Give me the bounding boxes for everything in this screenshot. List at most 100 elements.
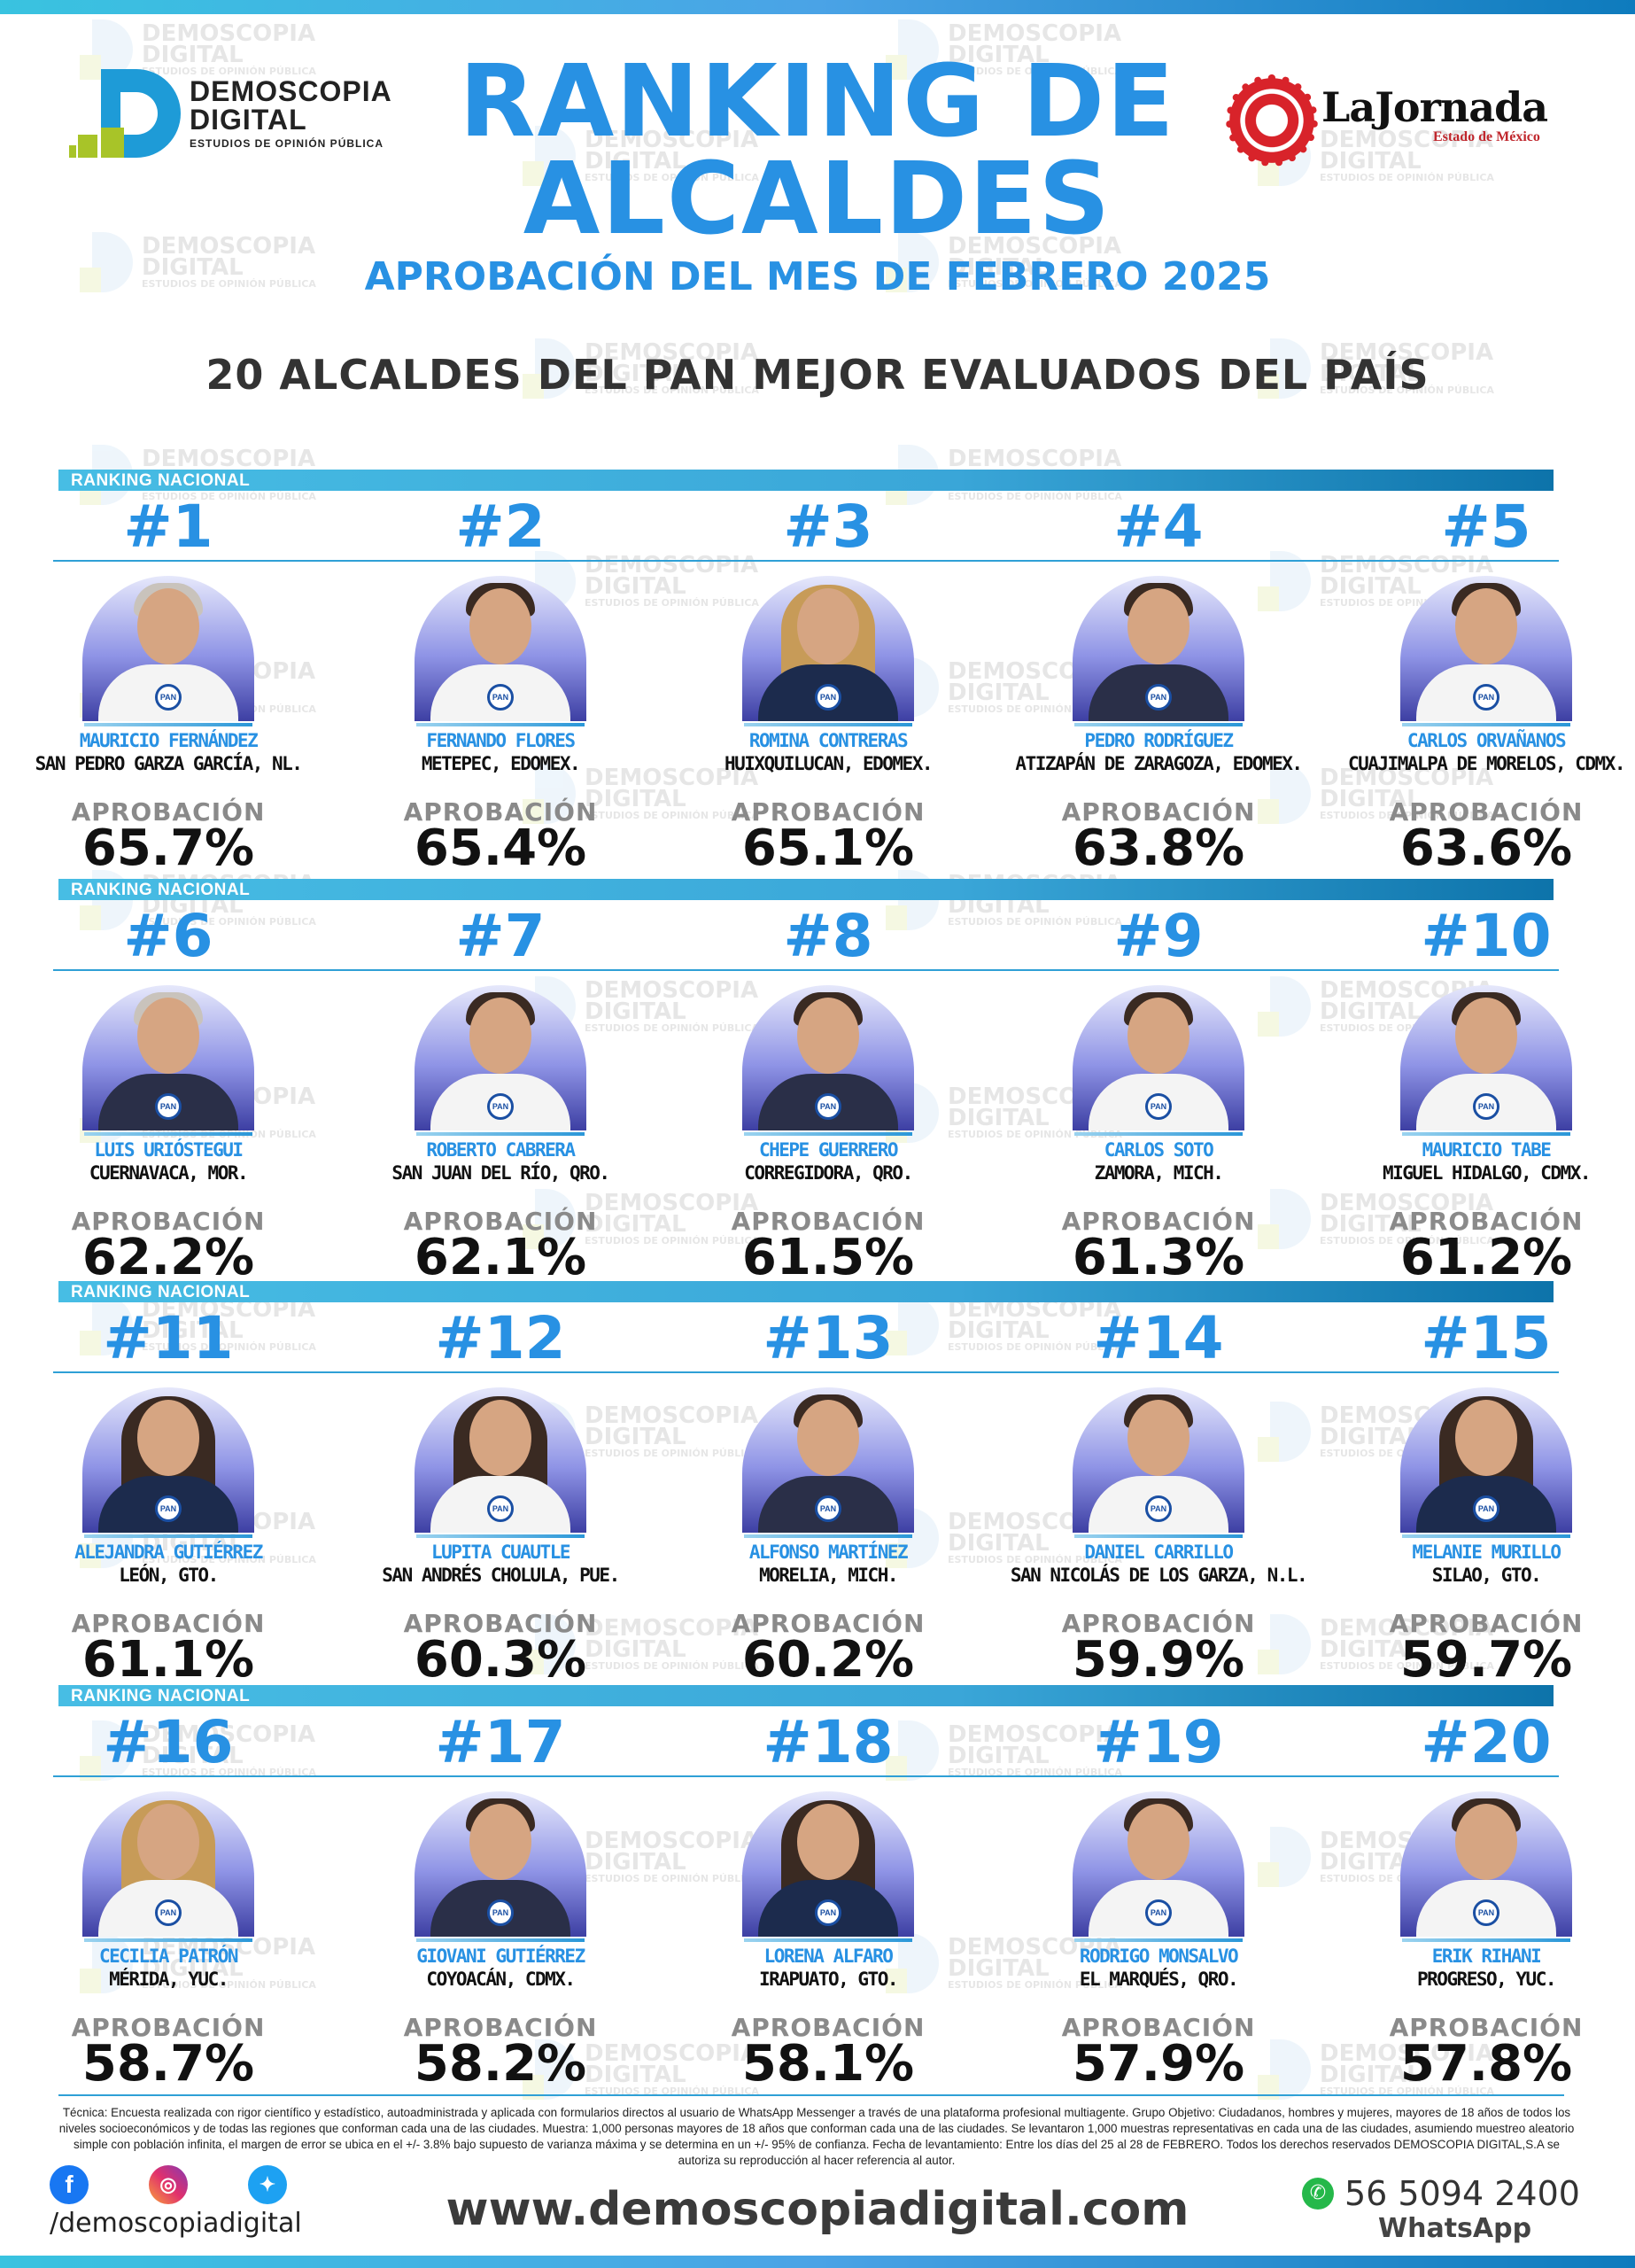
approval-value: 59.7% bbox=[1399, 1631, 1573, 1689]
approval-value: 59.9% bbox=[1072, 1631, 1245, 1689]
approval-value: 65.1% bbox=[741, 819, 915, 877]
party-badge-icon: PAN bbox=[155, 1093, 182, 1120]
approval-value: 61.2% bbox=[1399, 1229, 1573, 1286]
name-underline bbox=[1402, 1938, 1570, 1942]
approval-value: 58.1% bbox=[741, 2035, 915, 2093]
ranking-section-bar: RANKING NACIONAL bbox=[58, 879, 1554, 900]
mayor-card: #19 PAN RODRIGO MONSALVO EL MARQUÉS, QRO. AP… bbox=[990, 1712, 1327, 2089]
rank-number: #1 bbox=[123, 493, 213, 561]
mayor-photo: PAN bbox=[415, 1791, 586, 1937]
party-badge-icon: PAN bbox=[1145, 1093, 1172, 1120]
party-badge-icon: PAN bbox=[1473, 684, 1499, 711]
mayor-name: FERNANDO FLORES bbox=[426, 730, 576, 751]
approval-value: 61.1% bbox=[81, 1631, 255, 1689]
approval-label: APROBACIÓN bbox=[403, 797, 598, 827]
party-badge-icon: PAN bbox=[155, 1495, 182, 1522]
mayor-name: ROBERTO CABRERA bbox=[426, 1139, 576, 1161]
mayor-photo: PAN bbox=[742, 985, 914, 1130]
mayor-name: MAURICIO FERNÁNDEZ bbox=[79, 730, 259, 751]
party-badge-icon: PAN bbox=[1473, 1093, 1499, 1120]
mayor-name: LUIS URIÓSTEGUI bbox=[94, 1139, 244, 1161]
whatsapp-number: 56 5094 2400 bbox=[1344, 2174, 1580, 2213]
mayor-card: #15 PAN MELANIE MURILLO SILAO, GTO. APROBACI… bbox=[1318, 1308, 1635, 1685]
mayor-photo: PAN bbox=[742, 1791, 914, 1937]
name-underline bbox=[84, 723, 252, 726]
approval-value: 60.2% bbox=[741, 1631, 915, 1689]
rank-number: #4 bbox=[1113, 493, 1204, 561]
approval-label: APROBACIÓN bbox=[731, 2013, 926, 2042]
mayor-name: CARLOS SOTO bbox=[1104, 1139, 1214, 1161]
mayor-card: #4 PAN PEDRO RODRÍGUEZ ATIZAPÁN DE ZARAGOZA… bbox=[990, 493, 1327, 874]
mayor-city: ATIZAPÁN DE ZARAGOZA, EDOMEX. bbox=[1015, 753, 1303, 774]
party-badge-icon: PAN bbox=[815, 1899, 841, 1926]
mayor-photo: PAN bbox=[415, 576, 586, 721]
approval-label: APROBACIÓN bbox=[1389, 1207, 1584, 1236]
ranking-label: RANKING NACIONAL bbox=[71, 471, 251, 490]
mayor-city: PROGRESO, YUC. bbox=[1416, 1969, 1557, 1990]
mayor-photo: PAN bbox=[82, 1387, 254, 1533]
mayor-card: #9 PAN CARLOS SOTO ZAMORA, MICH. APROBACIÓN 6… bbox=[990, 905, 1327, 1283]
divider bbox=[53, 1371, 1559, 1373]
mayor-city: SAN NICOLÁS DE LOS GARZA, N.L. bbox=[1010, 1565, 1308, 1586]
divider bbox=[53, 560, 1559, 562]
approval-value: 63.6% bbox=[1399, 819, 1573, 877]
mayor-photo: PAN bbox=[1073, 576, 1244, 721]
party-badge-icon: PAN bbox=[487, 684, 514, 711]
ranking-section-bar: RANKING NACIONAL bbox=[58, 1281, 1554, 1302]
title-line-2: ALCALDES bbox=[523, 142, 1112, 257]
mayor-city: EL MARQUÉS, QRO. bbox=[1079, 1969, 1239, 1990]
website-link[interactable]: www.demoscopiadigital.com bbox=[446, 2183, 1189, 2236]
rank-number: #6 bbox=[123, 902, 213, 970]
approval-value: 57.8% bbox=[1399, 2035, 1573, 2093]
party-badge-icon: PAN bbox=[815, 1495, 841, 1522]
mayor-name: LORENA ALFARO bbox=[763, 1946, 894, 1967]
whatsapp-contact[interactable]: ✆ 56 5094 2400 bbox=[1302, 2174, 1580, 2213]
mayor-city: HUIXQUILUCAN, EDOMEX. bbox=[724, 753, 934, 774]
mayor-city: CORREGIDORA, QRO. bbox=[744, 1162, 913, 1184]
approval-label: APROBACIÓN bbox=[71, 2013, 266, 2042]
approval-label: APROBACIÓN bbox=[731, 797, 926, 827]
logo-tagline: ESTUDIOS DE OPINIÓN PÚBLICA bbox=[190, 137, 384, 150]
twitter-icon[interactable]: ✦ bbox=[248, 2165, 287, 2204]
name-underline bbox=[1074, 723, 1243, 726]
mayor-card: #5 PAN CARLOS ORVAÑANOS CUAJIMALPA DE MOREL… bbox=[1318, 493, 1635, 874]
approval-value: 65.4% bbox=[414, 819, 587, 877]
divider bbox=[58, 2094, 1564, 2096]
rank-number: #16 bbox=[103, 1708, 234, 1776]
name-underline bbox=[84, 1938, 252, 1942]
approval-label: APROBACIÓN bbox=[1389, 2013, 1584, 2042]
social-handle[interactable]: /demoscopiadigital bbox=[50, 2208, 302, 2239]
rank-number: #5 bbox=[1441, 493, 1531, 561]
ranking-label: RANKING NACIONAL bbox=[71, 881, 251, 899]
approval-label: APROBACIÓN bbox=[403, 1207, 598, 1236]
facebook-icon[interactable]: f bbox=[50, 2165, 89, 2204]
name-underline bbox=[1074, 1534, 1243, 1538]
rank-number: #20 bbox=[1421, 1708, 1552, 1776]
section-heading: 20 ALCALDES DEL PAN MEJOR EVALUADOS DEL … bbox=[205, 351, 1430, 399]
ranking-label: RANKING NACIONAL bbox=[71, 1283, 251, 1301]
whatsapp-label: WhatsApp bbox=[1378, 2213, 1532, 2244]
rank-number: #14 bbox=[1093, 1304, 1224, 1372]
approval-label: APROBACIÓN bbox=[403, 1609, 598, 1638]
approval-label: APROBACIÓN bbox=[1061, 1609, 1256, 1638]
party-badge-icon: PAN bbox=[1473, 1899, 1499, 1926]
approval-label: APROBACIÓN bbox=[71, 797, 266, 827]
mayor-city: LEÓN, GTO. bbox=[119, 1565, 219, 1586]
mayor-city: COYOACÁN, CDMX. bbox=[426, 1969, 576, 1990]
mayor-city: CUAJIMALPA DE MORELOS, CDMX. bbox=[1347, 753, 1626, 774]
mayor-card: #8 PAN CHEPE GUERRERO CORREGIDORA, QRO. APRO… bbox=[660, 905, 996, 1283]
mayor-card: #18 PAN LORENA ALFARO IRAPUATO, GTO. APROBAC… bbox=[660, 1712, 996, 2089]
mayor-name: CARLOS ORVAÑANOS bbox=[1406, 730, 1567, 751]
mayor-photo: PAN bbox=[82, 576, 254, 721]
rank-number: #11 bbox=[103, 1304, 234, 1372]
approval-label: APROBACIÓN bbox=[731, 1609, 926, 1638]
mayor-photo: PAN bbox=[1400, 985, 1572, 1130]
approval-label: APROBACIÓN bbox=[71, 1609, 266, 1638]
rank-number: #7 bbox=[455, 902, 546, 970]
approval-value: 57.9% bbox=[1072, 2035, 1245, 2093]
name-underline bbox=[84, 1132, 252, 1136]
mayor-photo: PAN bbox=[415, 1387, 586, 1533]
name-underline bbox=[416, 1534, 585, 1538]
mayor-photo: PAN bbox=[742, 1387, 914, 1533]
instagram-icon[interactable]: ◎ bbox=[149, 2165, 188, 2204]
